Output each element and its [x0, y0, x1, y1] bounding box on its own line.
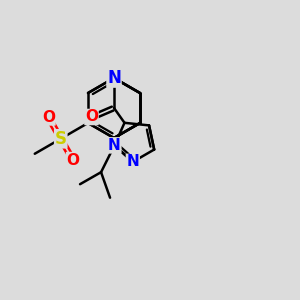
- Text: N: N: [126, 154, 139, 169]
- Text: S: S: [55, 130, 67, 148]
- Text: O: O: [42, 110, 55, 125]
- Text: O: O: [67, 153, 80, 168]
- Text: O: O: [85, 110, 98, 124]
- Text: N: N: [107, 69, 121, 87]
- Text: N: N: [108, 138, 121, 153]
